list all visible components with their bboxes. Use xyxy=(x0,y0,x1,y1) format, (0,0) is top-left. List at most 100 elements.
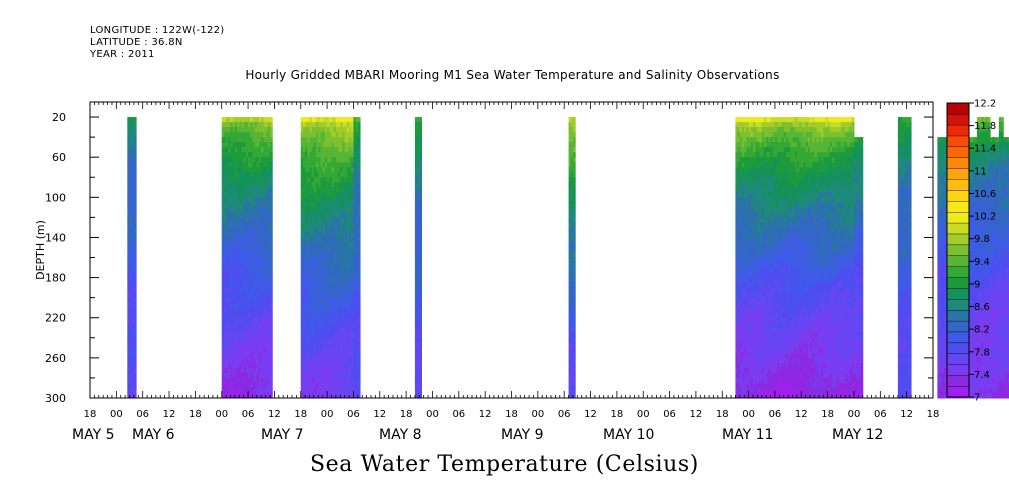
heatmap-cell xyxy=(355,332,359,339)
heatmap-cell xyxy=(777,302,780,309)
heatmap-cell xyxy=(777,222,780,228)
heatmap-cell xyxy=(305,232,308,238)
heatmap-cell xyxy=(755,117,758,123)
heatmap-cell xyxy=(263,247,267,254)
heatmap-cell xyxy=(228,342,231,349)
heatmap-cell xyxy=(243,162,247,168)
heatmap-cell xyxy=(770,117,774,123)
heatmap-cell xyxy=(243,127,247,133)
heatmap-cell xyxy=(739,357,743,364)
heatmap-cell xyxy=(353,247,357,254)
heatmap-cell xyxy=(243,182,247,188)
heatmap-cell xyxy=(351,137,354,143)
heatmap-cell xyxy=(307,127,311,133)
heatmap-cell xyxy=(250,172,253,178)
heatmap-cell xyxy=(305,187,308,193)
heatmap-cell xyxy=(329,357,332,364)
heatmap-cell xyxy=(250,152,253,158)
heatmap-cell xyxy=(739,127,743,133)
heatmap-cell xyxy=(256,262,260,269)
heatmap-cell xyxy=(263,322,267,329)
heatmap-cell xyxy=(221,117,225,123)
heatmap-cell xyxy=(305,152,308,158)
heatmap-cell xyxy=(342,142,346,148)
heatmap-cell xyxy=(234,332,238,339)
heatmap-cell xyxy=(570,352,574,359)
heatmap-cell xyxy=(270,187,273,193)
heatmap-cell xyxy=(346,382,350,389)
heatmap-cell xyxy=(794,322,798,329)
heatmap-cell xyxy=(263,382,267,389)
heatmap-cell xyxy=(351,157,354,163)
heatmap-cell xyxy=(129,342,133,349)
heatmap-cell xyxy=(230,167,234,173)
heatmap-cell xyxy=(349,262,352,269)
heatmap-cell xyxy=(792,257,796,264)
heatmap-cell xyxy=(237,122,240,128)
heatmap-cell xyxy=(307,272,311,279)
heatmap-cell xyxy=(768,187,772,193)
heatmap-cell xyxy=(318,312,322,319)
heatmap-cell xyxy=(223,317,227,324)
heatmap-cell xyxy=(783,352,787,359)
heatmap-cell xyxy=(226,282,229,289)
heatmap-cell xyxy=(232,267,236,274)
heatmap-cell xyxy=(309,252,313,259)
heatmap-cell xyxy=(305,167,308,173)
heatmap-cell xyxy=(226,332,229,339)
heatmap-cell xyxy=(127,352,131,359)
heatmap-cell xyxy=(357,357,361,364)
heatmap-cell xyxy=(759,212,763,218)
heatmap-cell xyxy=(417,212,420,218)
heatmap-cell xyxy=(252,292,256,299)
heatmap-cell xyxy=(267,362,271,369)
heatmap-cell xyxy=(263,147,267,153)
heatmap-cell xyxy=(744,317,747,324)
heatmap-cell xyxy=(351,257,354,264)
heatmap-cell xyxy=(324,392,328,399)
heatmap-cell xyxy=(230,192,234,198)
heatmap-cell xyxy=(313,152,317,158)
heatmap-cell xyxy=(349,327,352,334)
heatmap-cell xyxy=(335,257,339,264)
heatmap-cell xyxy=(414,302,418,309)
heatmap-cell xyxy=(417,317,420,324)
heatmap-cell xyxy=(228,252,231,259)
heatmap-cell xyxy=(265,297,269,304)
heatmap-cell xyxy=(783,272,787,279)
heatmap-cell xyxy=(327,172,330,178)
heatmap-cell xyxy=(357,262,361,269)
heatmap-cell xyxy=(261,277,264,284)
heatmap-cell xyxy=(735,127,739,133)
heatmap-cell xyxy=(770,272,774,279)
heatmap-cell xyxy=(267,332,271,339)
heatmap-cell xyxy=(768,257,772,264)
heatmap-cell xyxy=(131,267,135,274)
heatmap-cell xyxy=(320,167,324,173)
heatmap-cell xyxy=(357,352,361,359)
heatmap-cell xyxy=(351,292,354,299)
heatmap-cell xyxy=(739,242,743,248)
heatmap-cell xyxy=(331,257,335,264)
heatmap-cell xyxy=(243,302,247,309)
heatmap-cell xyxy=(757,222,761,228)
heatmap-cell xyxy=(300,172,304,178)
heatmap-cell xyxy=(239,242,242,248)
heatmap-cell xyxy=(234,317,238,324)
heatmap-cell xyxy=(340,297,343,304)
heatmap-cell xyxy=(320,357,324,364)
heatmap-cell xyxy=(357,332,361,339)
heatmap-cell xyxy=(572,387,576,394)
heatmap-cell xyxy=(779,117,783,123)
heatmap-cell xyxy=(796,267,800,274)
heatmap-cell xyxy=(770,142,774,148)
heatmap-cell xyxy=(796,277,800,284)
heatmap-cell xyxy=(770,262,774,269)
heatmap-cell xyxy=(333,172,337,178)
heatmap-cell xyxy=(774,172,778,178)
heatmap-cell xyxy=(357,212,361,218)
heatmap-cell xyxy=(327,367,330,374)
heatmap-cell xyxy=(342,147,346,153)
heatmap-cell xyxy=(763,332,767,339)
heatmap-cell xyxy=(772,237,776,243)
